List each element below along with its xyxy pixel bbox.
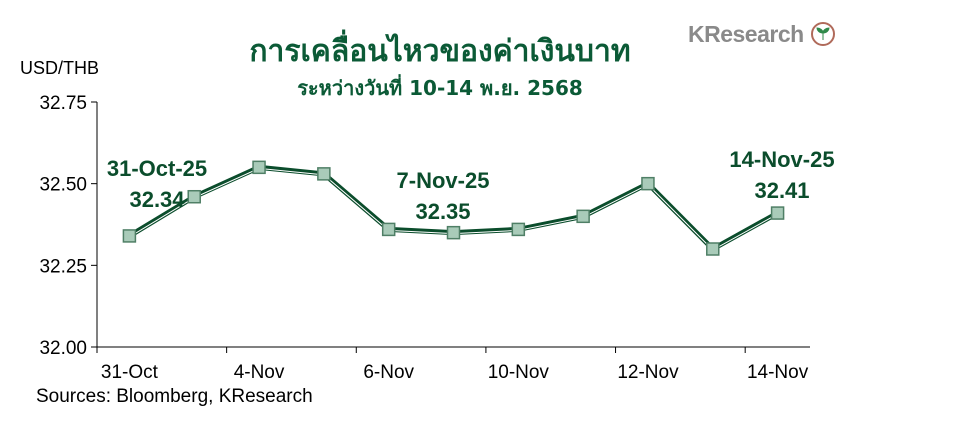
data-point xyxy=(122,229,137,243)
x-tick-label: 31-Oct xyxy=(101,362,159,383)
x-tick-label: 6-Nov xyxy=(363,362,414,383)
data-point xyxy=(317,167,331,181)
kresearch-logo: KResearch xyxy=(688,16,836,48)
data-point xyxy=(576,209,590,224)
data-point xyxy=(446,225,461,240)
annotation-date: 7-Nov-25 xyxy=(397,168,490,193)
chart-title: การเคลื่อนไหวของค่าเงินบาท xyxy=(249,34,631,69)
y-tick-label: 32.50 xyxy=(39,175,87,196)
y-axis-label: USD/THB xyxy=(20,58,100,78)
x-tick-label: 4-Nov xyxy=(234,362,285,383)
logo-text: KResearch xyxy=(688,21,804,47)
data-point xyxy=(641,176,655,191)
leaf-logo-icon xyxy=(810,22,835,46)
data-point xyxy=(511,222,526,237)
y-tick-label: 32.00 xyxy=(39,338,87,359)
x-tick-label: 10-Nov xyxy=(488,362,550,383)
source-note: Sources: Bloomberg, KResearch xyxy=(36,386,313,407)
x-tick-label: 12-Nov xyxy=(617,362,679,383)
annotation-date: 14-Nov-25 xyxy=(729,147,834,172)
data-point xyxy=(706,242,720,256)
annotation-date: 31-Oct-25 xyxy=(107,156,207,181)
data-point xyxy=(187,189,201,204)
annotation-value: 32.34 xyxy=(129,187,185,212)
y-tick-label: 32.75 xyxy=(39,93,87,114)
annotation-value: 32.35 xyxy=(415,199,470,224)
x-tick-label: 14-Nov xyxy=(747,362,809,383)
data-point xyxy=(770,206,785,220)
annotation-value: 32.41 xyxy=(754,178,809,203)
y-tick-label: 32.25 xyxy=(39,256,87,277)
data-point xyxy=(381,222,396,237)
data-point xyxy=(252,160,266,175)
chart-subtitle: ระหว่างวันที่ 10-14 พ.ย. 2568 xyxy=(297,76,583,100)
